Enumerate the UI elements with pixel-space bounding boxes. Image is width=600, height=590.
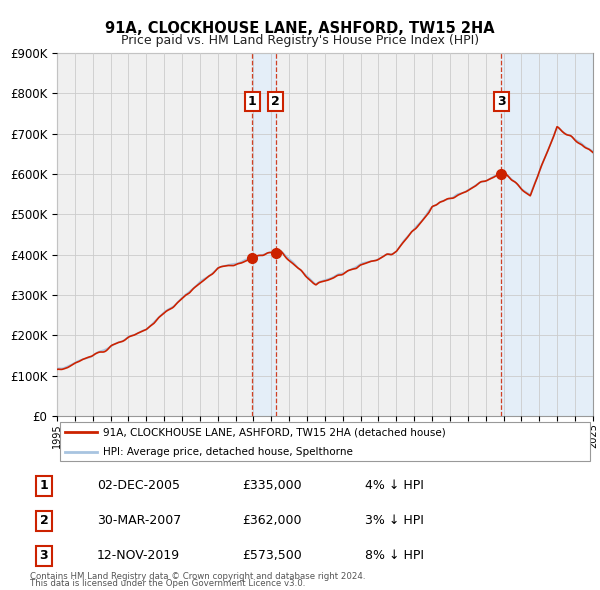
Text: 91A, CLOCKHOUSE LANE, ASHFORD, TW15 2HA: 91A, CLOCKHOUSE LANE, ASHFORD, TW15 2HA <box>105 21 495 35</box>
Text: 1: 1 <box>248 95 256 108</box>
Text: £362,000: £362,000 <box>242 514 302 527</box>
Text: 12-NOV-2019: 12-NOV-2019 <box>97 549 180 562</box>
Text: 1: 1 <box>40 479 49 492</box>
Text: Price paid vs. HM Land Registry's House Price Index (HPI): Price paid vs. HM Land Registry's House … <box>121 34 479 47</box>
Text: This data is licensed under the Open Government Licence v3.0.: This data is licensed under the Open Gov… <box>30 579 305 588</box>
Text: 30-MAR-2007: 30-MAR-2007 <box>97 514 181 527</box>
Bar <box>252 53 276 416</box>
Text: 3: 3 <box>40 549 48 562</box>
Text: Contains HM Land Registry data © Crown copyright and database right 2024.: Contains HM Land Registry data © Crown c… <box>30 572 365 581</box>
Text: 3: 3 <box>497 95 505 108</box>
FancyBboxPatch shape <box>59 422 590 461</box>
Text: £573,500: £573,500 <box>242 549 302 562</box>
Text: 3% ↓ HPI: 3% ↓ HPI <box>365 514 424 527</box>
Text: £335,000: £335,000 <box>242 479 302 492</box>
Text: 2: 2 <box>271 95 280 108</box>
Text: 91A, CLOCKHOUSE LANE, ASHFORD, TW15 2HA (detached house): 91A, CLOCKHOUSE LANE, ASHFORD, TW15 2HA … <box>103 427 445 437</box>
Text: 2: 2 <box>40 514 49 527</box>
Text: 8% ↓ HPI: 8% ↓ HPI <box>365 549 424 562</box>
Text: 02-DEC-2005: 02-DEC-2005 <box>97 479 180 492</box>
Text: 4% ↓ HPI: 4% ↓ HPI <box>365 479 424 492</box>
Text: HPI: Average price, detached house, Spelthorne: HPI: Average price, detached house, Spel… <box>103 447 352 457</box>
Bar <box>501 53 593 416</box>
